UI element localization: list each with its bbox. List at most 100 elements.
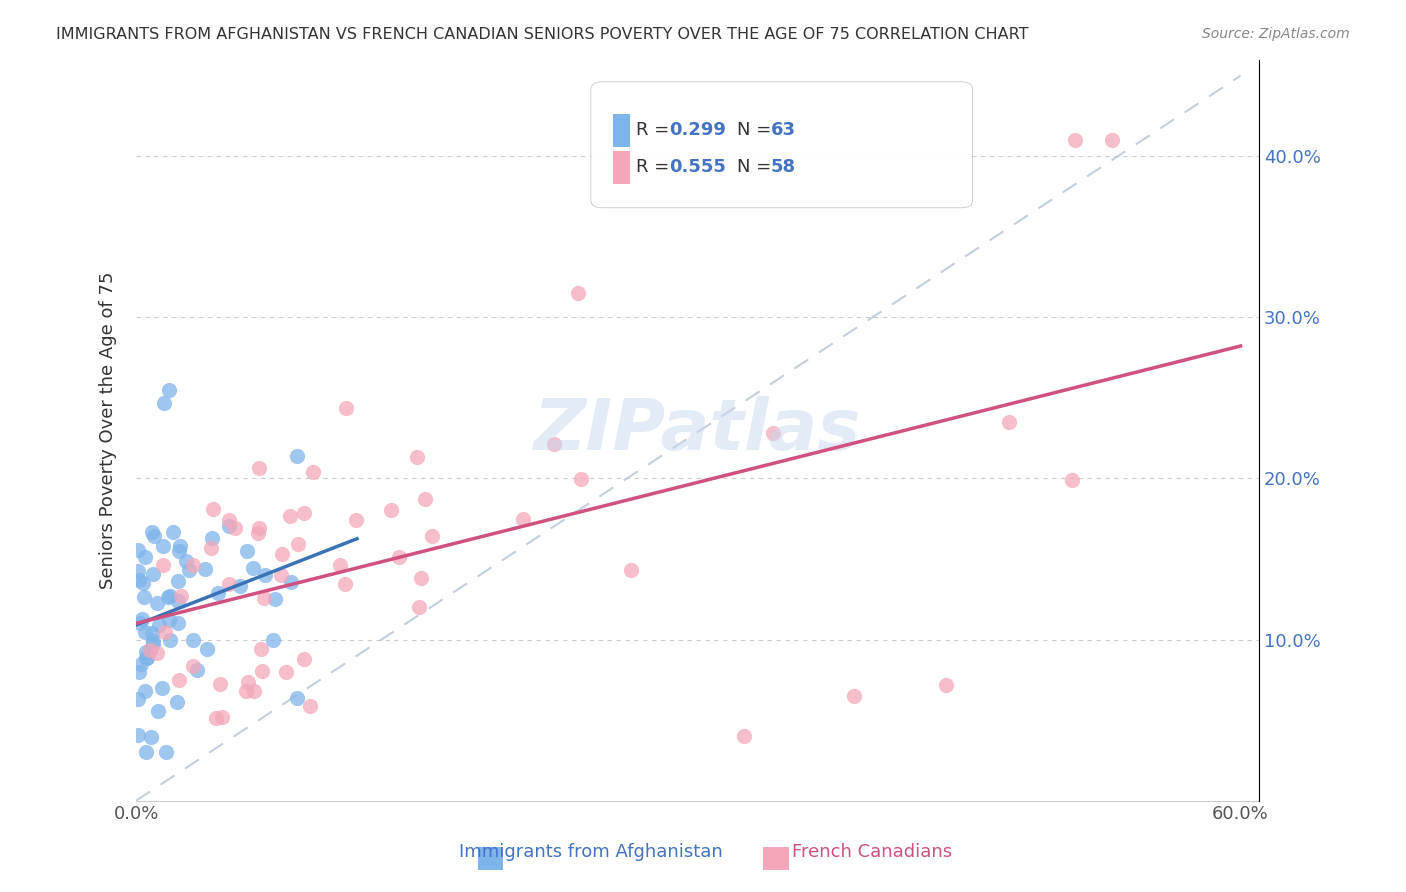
Point xyxy=(569,472,592,486)
Point xyxy=(174,554,197,568)
Point xyxy=(1101,133,1123,147)
Point xyxy=(512,512,534,526)
Text: French Canadians: French Canadians xyxy=(792,843,952,861)
Point xyxy=(139,642,162,657)
Point xyxy=(250,664,273,678)
Point xyxy=(167,673,190,687)
Point xyxy=(181,558,204,572)
Point xyxy=(181,633,204,648)
Point xyxy=(146,704,169,718)
Point xyxy=(218,576,240,591)
Point xyxy=(285,691,308,706)
FancyBboxPatch shape xyxy=(613,151,630,184)
Point xyxy=(302,465,325,479)
Text: 0.299: 0.299 xyxy=(669,121,727,139)
Point xyxy=(292,652,315,666)
Point xyxy=(1062,473,1084,487)
Point xyxy=(285,449,308,463)
Text: 63: 63 xyxy=(770,121,796,139)
Point xyxy=(146,646,169,660)
Point xyxy=(139,730,162,744)
Point xyxy=(127,542,149,557)
Text: Source: ZipAtlas.com: Source: ZipAtlas.com xyxy=(1202,27,1350,41)
Point xyxy=(413,492,436,507)
Point xyxy=(211,709,233,723)
Point xyxy=(166,695,188,709)
Point xyxy=(201,532,224,546)
Text: Immigrants from Afghanistan: Immigrants from Afghanistan xyxy=(458,843,723,861)
Point xyxy=(142,634,165,648)
Point xyxy=(405,450,427,465)
Point xyxy=(243,684,266,698)
Point xyxy=(254,567,277,582)
Point xyxy=(127,691,149,706)
Point xyxy=(162,524,184,539)
Point xyxy=(762,425,785,440)
Point xyxy=(157,613,180,627)
Point xyxy=(155,745,177,759)
Point xyxy=(218,513,240,527)
Point xyxy=(218,519,240,533)
Point xyxy=(179,563,201,577)
Point xyxy=(420,529,443,543)
Point xyxy=(619,563,641,577)
Point xyxy=(143,529,166,543)
Point xyxy=(388,549,411,564)
Point xyxy=(127,564,149,578)
Point xyxy=(159,590,181,604)
Point xyxy=(408,599,430,614)
Point xyxy=(935,678,957,692)
Point xyxy=(134,645,156,659)
Point xyxy=(205,711,228,725)
Text: ZIPatlas: ZIPatlas xyxy=(534,396,862,465)
Point xyxy=(136,651,159,665)
Point xyxy=(134,625,156,640)
Point xyxy=(135,651,157,665)
Point xyxy=(329,558,352,573)
Point xyxy=(280,574,302,589)
Point xyxy=(153,395,176,409)
Point xyxy=(333,576,356,591)
Point xyxy=(299,699,322,714)
Point xyxy=(194,562,217,576)
Point xyxy=(146,596,169,610)
Point xyxy=(148,618,170,632)
Point xyxy=(292,506,315,520)
Point xyxy=(263,592,285,607)
Point xyxy=(142,637,165,651)
Point xyxy=(167,574,190,588)
Point xyxy=(153,625,176,640)
Point xyxy=(159,632,181,647)
Point xyxy=(998,415,1021,429)
Point xyxy=(207,586,229,600)
Point xyxy=(235,684,257,698)
Point xyxy=(128,573,150,587)
Point xyxy=(1064,133,1087,147)
Point xyxy=(131,612,153,626)
Point xyxy=(134,684,156,698)
Point xyxy=(278,509,301,524)
Point xyxy=(247,521,270,535)
Point xyxy=(380,503,402,517)
Point xyxy=(224,521,246,535)
Point xyxy=(270,568,292,582)
Point xyxy=(252,591,274,605)
Point xyxy=(167,594,190,608)
Text: N =: N = xyxy=(737,158,778,176)
Point xyxy=(167,616,190,631)
Point xyxy=(132,590,155,604)
Point xyxy=(186,663,208,677)
Point xyxy=(247,460,270,475)
Text: R =: R = xyxy=(636,158,675,176)
Point xyxy=(235,544,257,558)
Point xyxy=(138,643,160,657)
Point xyxy=(142,567,165,582)
Point xyxy=(134,549,156,564)
Point xyxy=(270,547,292,561)
Point xyxy=(229,579,252,593)
Point xyxy=(246,526,269,541)
Point xyxy=(276,665,298,679)
Point xyxy=(167,544,190,558)
Point xyxy=(135,745,157,759)
Point xyxy=(543,437,565,451)
